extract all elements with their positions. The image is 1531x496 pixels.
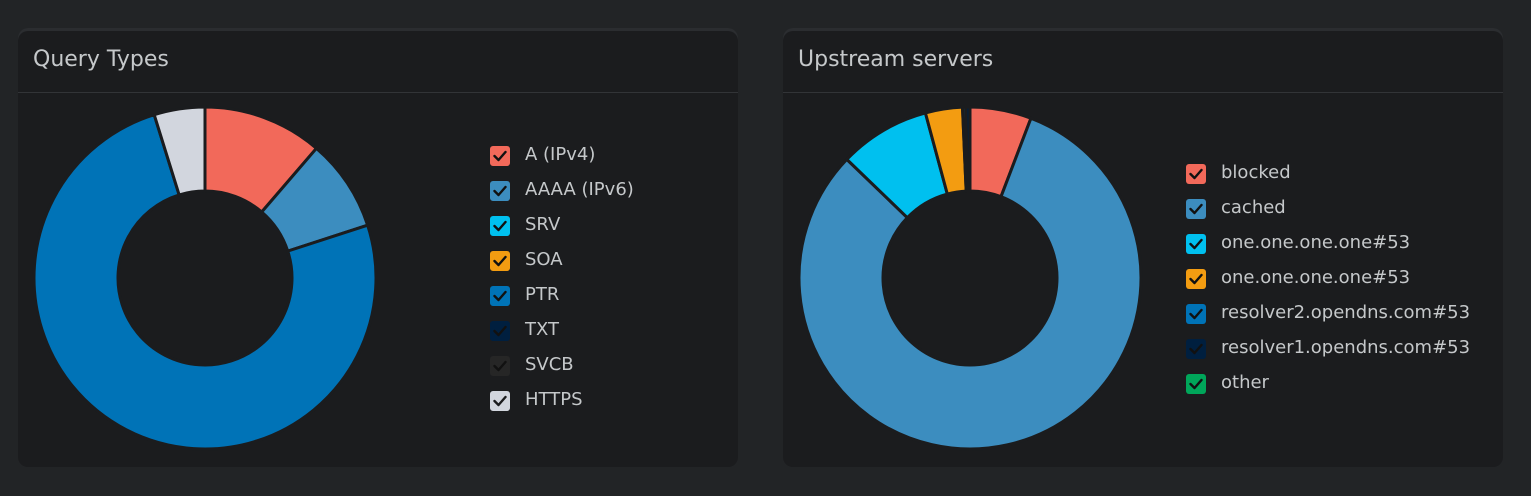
panel-title: Query Types bbox=[33, 47, 169, 72]
panel-header: Upstream servers bbox=[783, 28, 1503, 93]
legend-checkbox[interactable] bbox=[490, 356, 510, 376]
legend-checkbox[interactable] bbox=[490, 216, 510, 236]
upstream-servers-donut-chart bbox=[797, 105, 1143, 451]
legend-label: cached bbox=[1221, 197, 1286, 218]
check-icon bbox=[1189, 273, 1203, 285]
legend-label: resolver1.opendns.com#53 bbox=[1221, 337, 1471, 358]
legend-checkbox[interactable] bbox=[490, 321, 510, 341]
panel-header: Query Types bbox=[18, 28, 738, 93]
legend-label: A (IPv4) bbox=[525, 144, 596, 165]
legend-checkbox[interactable] bbox=[490, 286, 510, 306]
check-icon bbox=[1189, 378, 1203, 390]
check-icon bbox=[493, 325, 507, 337]
legend-label: SOA bbox=[525, 249, 563, 270]
legend-label: HTTPS bbox=[525, 389, 583, 410]
legend-label: one.one.one.one#53 bbox=[1221, 267, 1411, 288]
check-icon bbox=[493, 150, 507, 162]
check-icon bbox=[1189, 308, 1203, 320]
upstream-servers-panel: Upstream servers blocked cached one.one.on… bbox=[783, 28, 1503, 467]
legend-label: AAAA (IPv6) bbox=[525, 179, 634, 200]
legend-label: TXT bbox=[525, 319, 560, 340]
legend-label: SVCB bbox=[525, 354, 574, 375]
donut-slice-resolver1-opendns-com-53[interactable] bbox=[964, 105, 972, 193]
check-icon bbox=[1189, 238, 1203, 250]
check-icon bbox=[493, 290, 507, 302]
check-icon bbox=[1189, 168, 1203, 180]
check-icon bbox=[493, 395, 507, 407]
query-types-donut-chart bbox=[32, 105, 378, 451]
legend-checkbox[interactable] bbox=[1186, 164, 1206, 184]
donut-slice-cached[interactable] bbox=[797, 116, 1143, 451]
legend-checkbox[interactable] bbox=[490, 146, 510, 166]
legend-checkbox[interactable] bbox=[1186, 199, 1206, 219]
legend-label: SRV bbox=[525, 214, 561, 235]
legend-checkbox[interactable] bbox=[1186, 304, 1206, 324]
check-icon bbox=[493, 185, 507, 197]
legend-label: one.one.one.one#53 bbox=[1221, 232, 1411, 253]
check-icon bbox=[493, 360, 507, 372]
check-icon bbox=[1189, 343, 1203, 355]
legend-checkbox[interactable] bbox=[1186, 339, 1206, 359]
legend-checkbox[interactable] bbox=[490, 181, 510, 201]
legend-checkbox[interactable] bbox=[1186, 269, 1206, 289]
panel-title: Upstream servers bbox=[798, 47, 994, 72]
legend-label: resolver2.opendns.com#53 bbox=[1221, 302, 1471, 323]
legend-label: blocked bbox=[1221, 162, 1291, 183]
legend-checkbox[interactable] bbox=[490, 391, 510, 411]
legend-checkbox[interactable] bbox=[1186, 234, 1206, 254]
legend-label: other bbox=[1221, 372, 1269, 393]
query-types-panel: Query Types A (IPv4) AAAA (IPv6) SRV SOA PTR… bbox=[18, 28, 738, 467]
legend-checkbox[interactable] bbox=[1186, 374, 1206, 394]
donut-slice-https[interactable] bbox=[152, 105, 207, 197]
check-icon bbox=[493, 255, 507, 267]
check-icon bbox=[1189, 203, 1203, 215]
donut-slice-ptr[interactable] bbox=[32, 113, 378, 451]
legend-checkbox[interactable] bbox=[490, 251, 510, 271]
check-icon bbox=[493, 220, 507, 232]
legend-label: PTR bbox=[525, 284, 560, 305]
